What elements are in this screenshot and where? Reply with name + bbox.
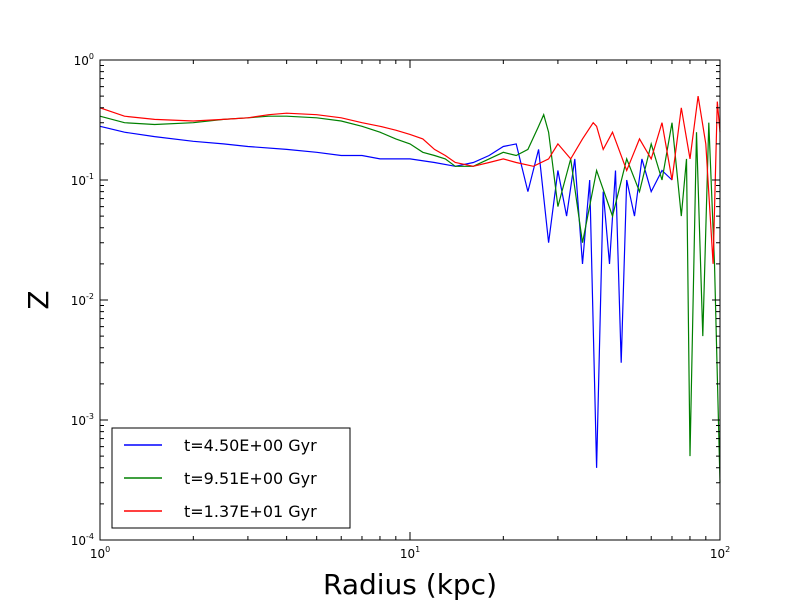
series-layer bbox=[99, 96, 721, 483]
x-tick-label: 102 bbox=[710, 545, 730, 561]
x-tick-label: 101 bbox=[400, 545, 420, 561]
x-axis-label: Radius (kpc) bbox=[323, 568, 497, 600]
series-line-1 bbox=[99, 125, 673, 468]
series-line-2 bbox=[99, 112, 721, 483]
y-tick-label: 10-1 bbox=[71, 172, 94, 188]
legend-label-2: t=9.51E+00 Gyr bbox=[184, 469, 317, 488]
y-axis-label: Z bbox=[22, 290, 55, 309]
y-tick-label: 100 bbox=[74, 52, 94, 68]
legend: t=4.50E+00 Gyr t=9.51E+00 Gyr t=1.37E+01 G… bbox=[111, 427, 351, 529]
legend-label-1: t=4.50E+00 Gyr bbox=[184, 436, 317, 455]
x-tick-label: 100 bbox=[90, 545, 110, 561]
y-tick-label: 10-2 bbox=[71, 292, 94, 308]
ticks-layer: 100 101 102 10-4 10-3 10-2 10-1 100 bbox=[71, 52, 730, 561]
y-tick-label: 10-3 bbox=[71, 412, 94, 428]
plot-frame bbox=[99, 59, 721, 541]
y-tick-label: 10-4 bbox=[71, 532, 94, 548]
series-line-3 bbox=[99, 96, 721, 264]
legend-label-3: t=1.37E+01 Gyr bbox=[184, 502, 317, 521]
